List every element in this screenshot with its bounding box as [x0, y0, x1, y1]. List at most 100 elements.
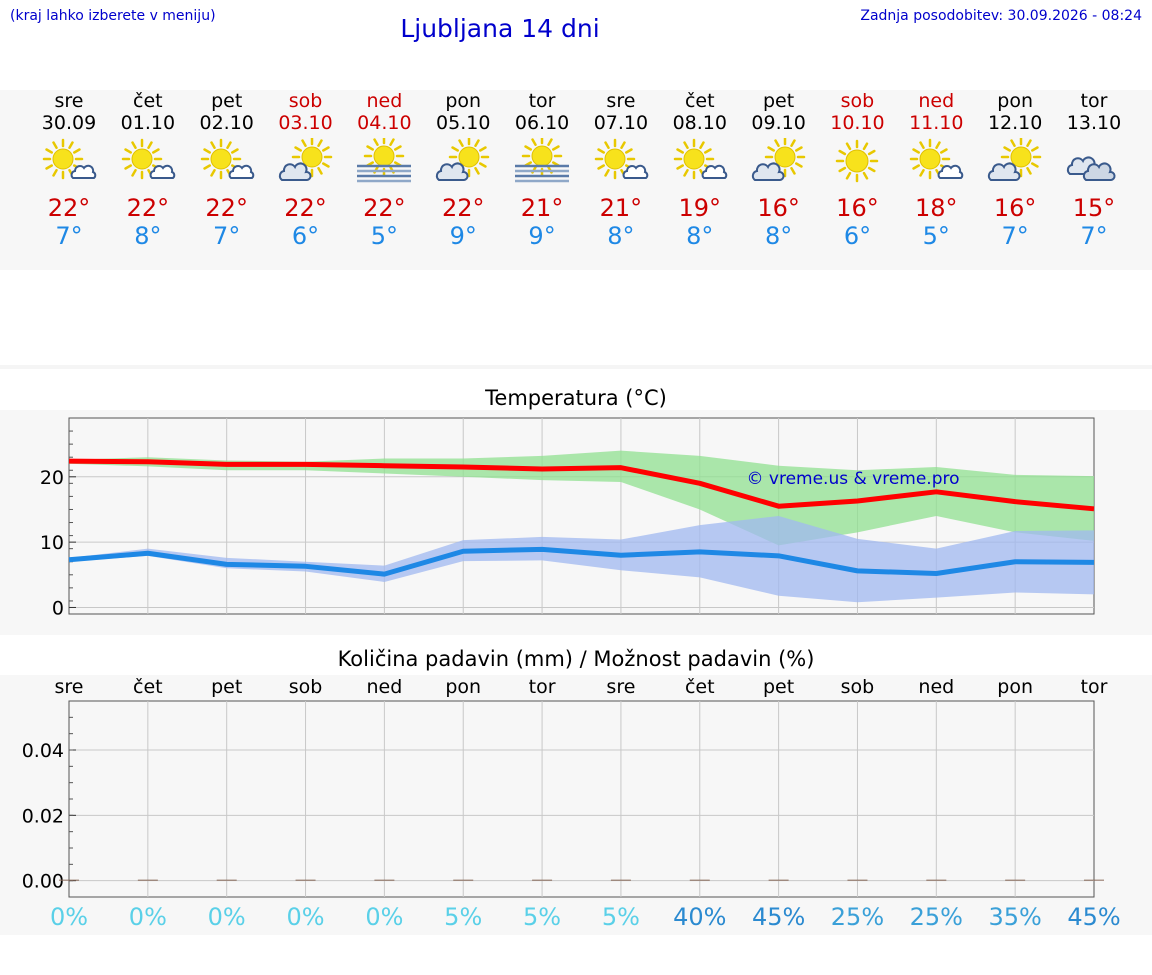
precipitation-probability: 40%	[673, 903, 727, 931]
day-column: tor 13.10 15° 7°	[1054, 90, 1134, 250]
precipitation-bar	[295, 879, 316, 881]
max-temperature-line	[68, 458, 1095, 512]
day-name: tor	[528, 90, 556, 112]
max-temperature: 15°	[1072, 194, 1116, 222]
day-date: 03.10	[278, 112, 333, 134]
min-temperature: 5°	[370, 222, 399, 250]
day-date: 04.10	[357, 112, 412, 134]
day-axis-label: pet	[763, 676, 794, 698]
day-name: ned	[918, 90, 955, 112]
cloud-icon	[751, 162, 785, 181]
precipitation-bar	[59, 879, 79, 881]
day-name: pon	[445, 90, 482, 112]
day-date: 10.10	[830, 112, 885, 134]
max-temperature: 22°	[363, 194, 406, 222]
day-axis-label: ned	[366, 676, 402, 698]
precipitation-bar	[453, 879, 474, 881]
copyright-watermark: © vreme.us & vreme.pro	[746, 469, 959, 489]
min-temperature: 8°	[134, 222, 162, 250]
day-axis-label: čet	[685, 676, 715, 698]
clouds-icon	[1066, 156, 1116, 181]
cloud-sun-icon	[988, 138, 1042, 181]
day-name: sob	[840, 90, 875, 112]
precipitation-probability: 25%	[830, 903, 885, 931]
day-date: 08.10	[672, 112, 727, 134]
y-tick-label: 0.02	[22, 805, 64, 827]
day-date: 12.10	[987, 112, 1043, 134]
precipitation-chart: sre čet pet sob ned pon tor sre čet pet sob ned pon t…	[22, 676, 1108, 898]
max-temperature: 16°	[757, 194, 800, 222]
precipitation-probability: 5%	[444, 903, 483, 931]
day-column: ned 04.10 22° 5°	[344, 90, 424, 250]
max-temperature: 22°	[284, 194, 327, 222]
y-tick-label: 0	[52, 597, 64, 619]
page-title: Ljubljana 14 dni	[400, 14, 600, 43]
day-axis-label: čet	[133, 676, 163, 698]
min-temperature: 8°	[686, 222, 714, 250]
y-tick-label: 0.00	[22, 871, 64, 893]
cloud-sun-icon	[436, 138, 490, 181]
day-axis-label: sre	[55, 676, 84, 698]
precipitation-probability: 0%	[49, 903, 89, 931]
sun-fog-icon	[357, 138, 412, 183]
max-temperature: 16°	[993, 194, 1037, 222]
sun-icon	[364, 138, 405, 177]
precipitation-probability: 35%	[988, 903, 1042, 931]
sun-icon	[836, 139, 879, 183]
precipitation-probability: 0%	[365, 903, 404, 931]
day-date: 07.10	[593, 112, 649, 134]
precipitation-probability: 0%	[207, 903, 246, 931]
day-axis-label: tor	[1081, 676, 1108, 698]
sun-cloud-icon	[42, 138, 97, 180]
day-axis-label: sob	[841, 676, 875, 698]
precipitation-bar	[768, 879, 789, 881]
day-date: 05.10	[436, 112, 491, 134]
sun-cloud-icon	[121, 138, 176, 180]
sun-icon	[673, 138, 715, 180]
day-column: čet 08.10 19° 8°	[660, 90, 740, 250]
min-temperature: 5°	[922, 222, 950, 250]
precipitation-bar	[374, 879, 395, 881]
day-date: 01.10	[120, 112, 176, 134]
precipitation-bar	[689, 879, 710, 881]
min-temperature: 7°	[1001, 222, 1029, 250]
section-divider	[0, 365, 1152, 369]
sun-cloud-icon	[910, 138, 964, 180]
day-date: 02.10	[199, 112, 254, 134]
day-column: sob 10.10 16° 6°	[817, 90, 897, 250]
day-column: ned 11.10 18° 5°	[896, 90, 976, 250]
day-date: 13.10	[1066, 112, 1122, 134]
cloud-icon	[622, 164, 649, 179]
cloud-icon	[228, 164, 254, 179]
min-temperature: 7°	[1080, 222, 1108, 250]
precipitation-probability: 5%	[523, 903, 562, 931]
min-temperature: 9°	[449, 222, 477, 250]
day-name: čet	[684, 90, 715, 112]
sun-icon	[521, 138, 563, 177]
sun-fog-icon	[515, 138, 570, 183]
day-name: tor	[1080, 90, 1108, 112]
max-temperature: 22°	[47, 194, 91, 222]
precipitation-bar	[532, 879, 553, 881]
day-date: 06.10	[514, 112, 570, 134]
day-column: pet 02.10 22° 7°	[187, 90, 267, 250]
temperature-chart-title: Temperatura (°C)	[485, 386, 667, 410]
day-axis-label: pet	[211, 676, 242, 698]
y-tick-label: 0.04	[22, 740, 64, 762]
min-temperature: 7°	[55, 222, 83, 250]
max-temperature: 22°	[441, 194, 485, 222]
day-axis-label: tor	[529, 676, 556, 698]
day-date: 09.10	[751, 112, 806, 134]
min-temperature-range-band	[69, 516, 1094, 603]
day-column: pon 05.10 22° 9°	[423, 90, 503, 250]
max-temperature: 21°	[599, 194, 643, 222]
y-tick-label: 20	[40, 467, 64, 489]
day-column: sre 07.10 21° 8°	[581, 90, 661, 250]
plot-frame	[68, 700, 1095, 898]
day-column: čet 01.10 22° 8°	[108, 90, 188, 250]
day-name: pon	[997, 90, 1033, 112]
day-axis-label: pon	[445, 676, 481, 698]
precipitation-chart-title: Količina padavin (mm) / Možnost padavin …	[337, 647, 815, 671]
precipitation-bar	[216, 879, 237, 881]
min-temperature: 6°	[843, 222, 872, 250]
